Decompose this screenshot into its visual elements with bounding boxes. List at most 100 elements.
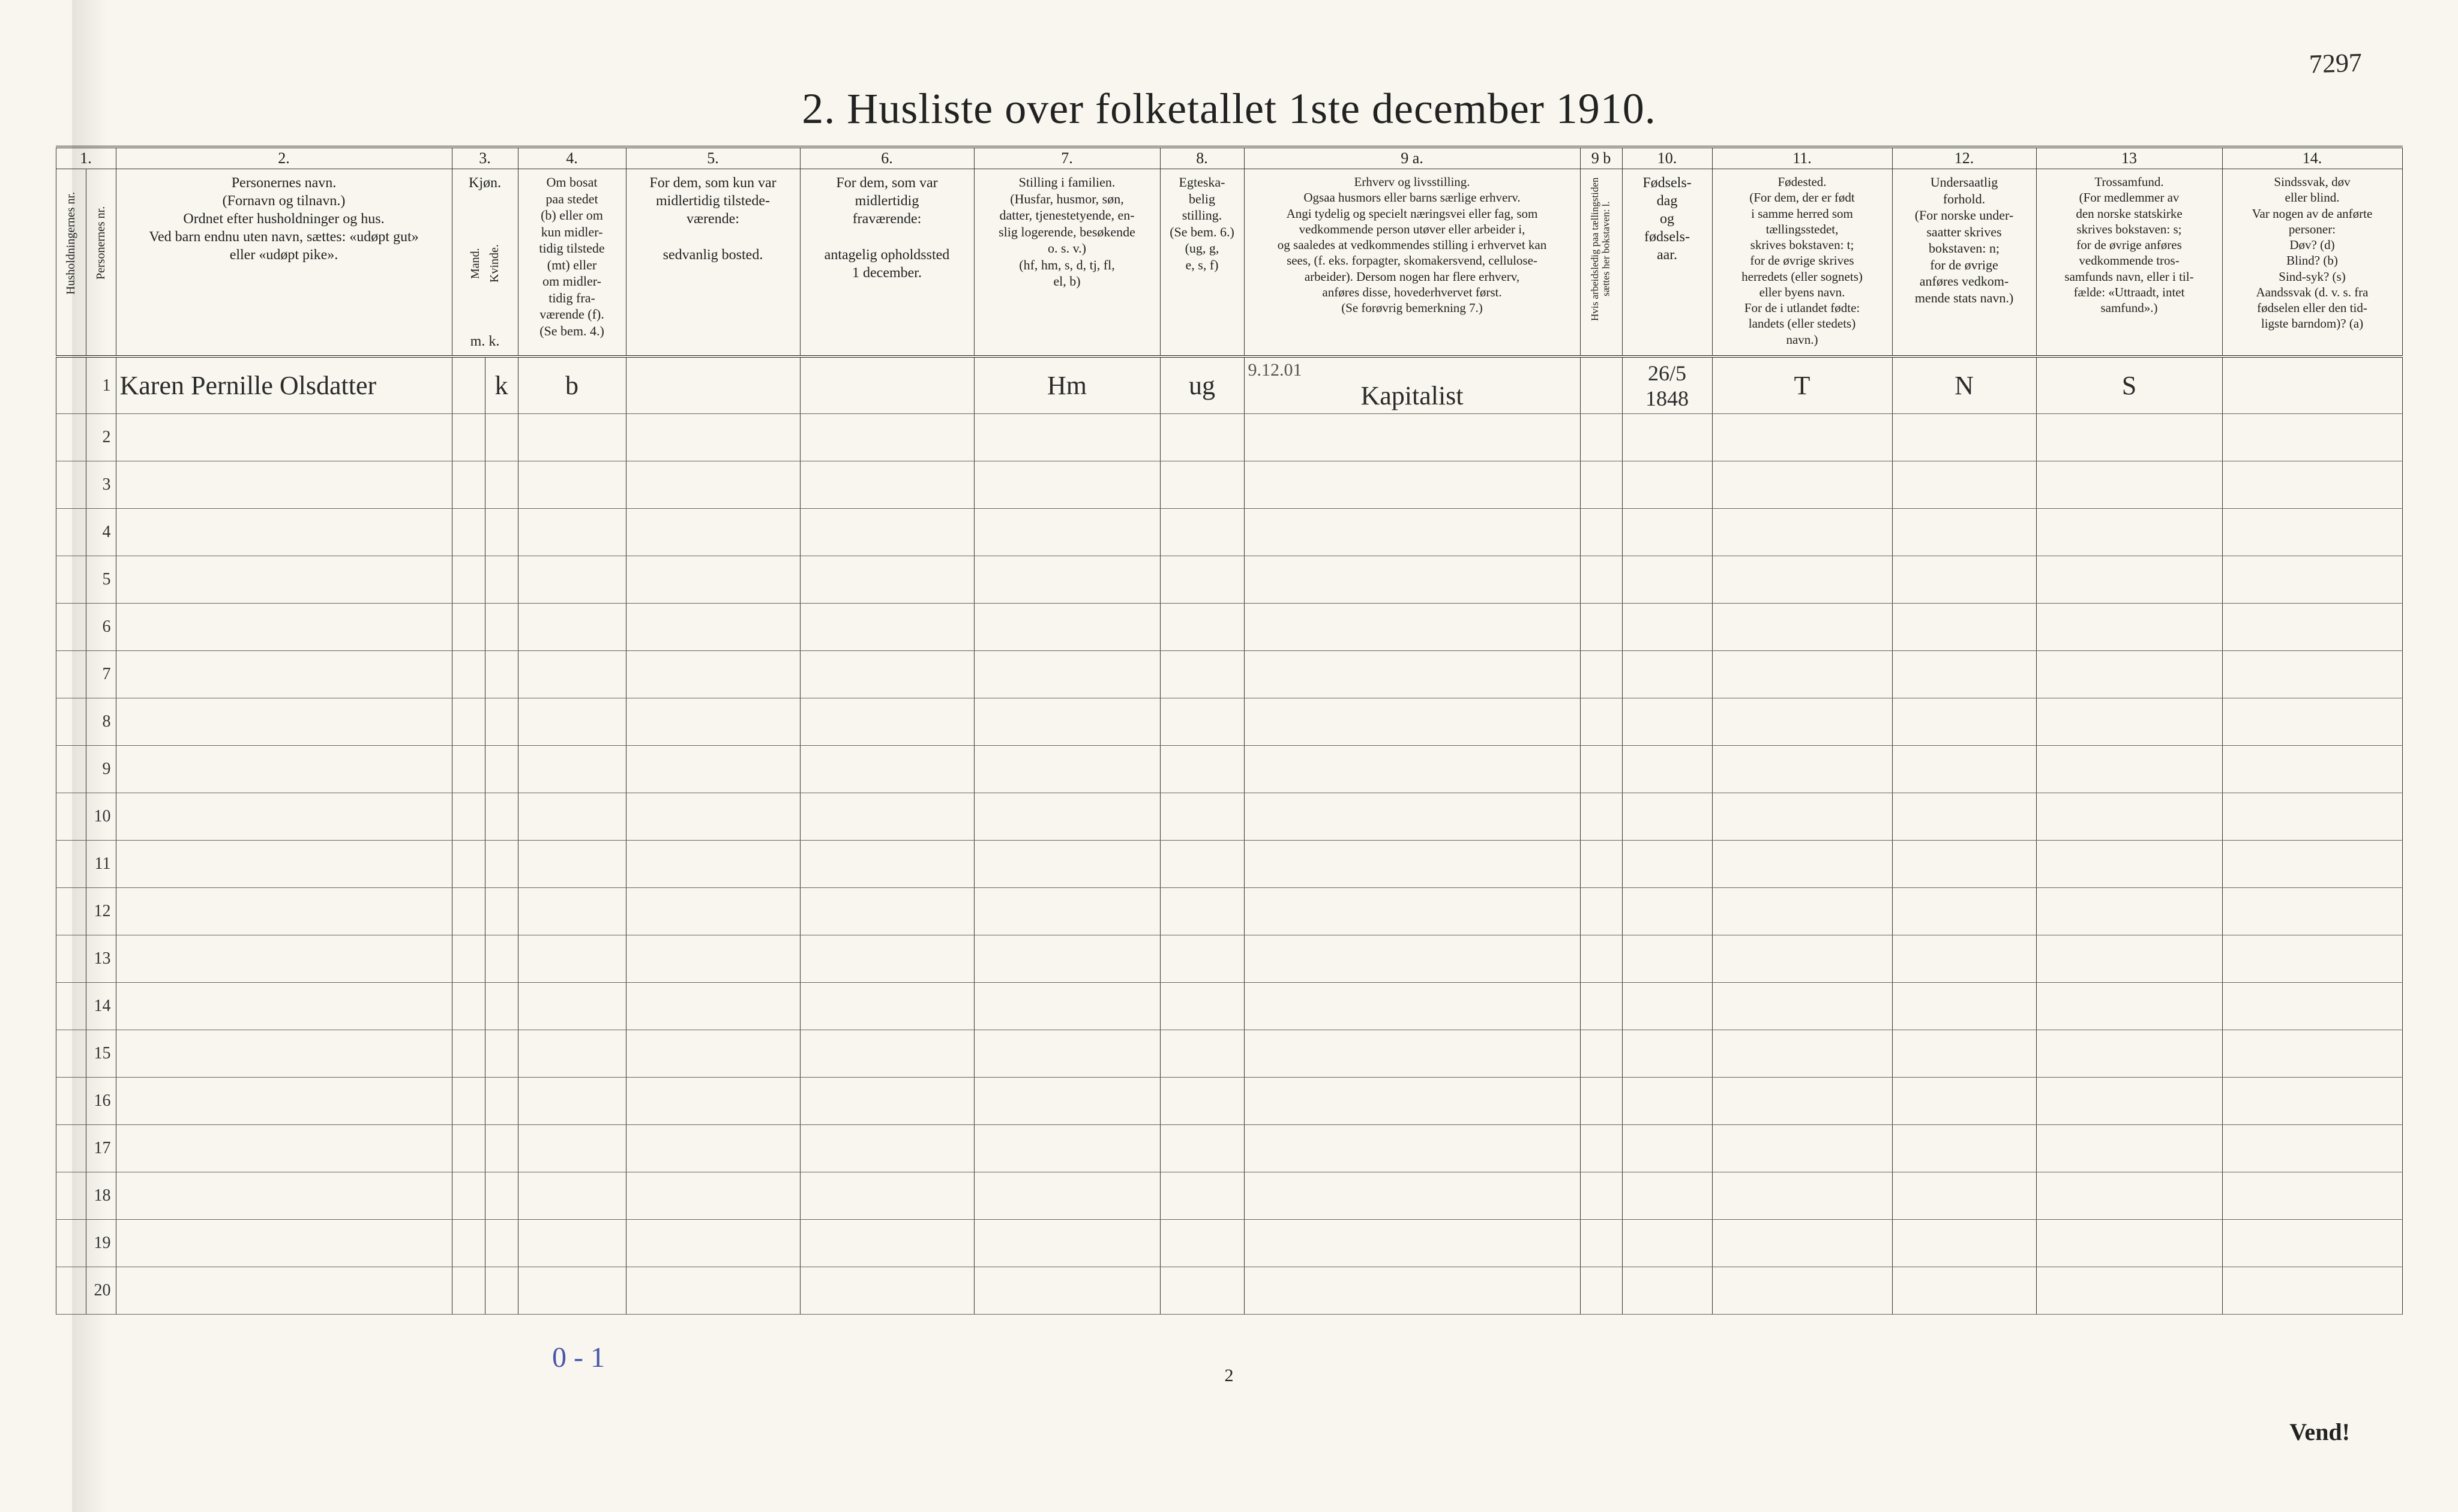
cell [452, 1030, 485, 1078]
page-title: 2. Husliste over folketallet 1ste decemb… [48, 84, 2410, 134]
cell [1892, 556, 2036, 604]
cell [518, 793, 626, 841]
cell [2222, 556, 2402, 604]
cell [452, 1078, 485, 1125]
cell [626, 793, 800, 841]
cell [1244, 509, 1580, 556]
header-9b: Hvis arbeidsledig paa tællingstiden sætt… [1580, 169, 1622, 357]
colnum-6: 6. [800, 147, 974, 169]
cell [2036, 698, 2222, 746]
cell [116, 1078, 452, 1125]
cell [1160, 935, 1244, 983]
cell [1580, 841, 1622, 888]
table-row: 3 [56, 461, 2402, 509]
cell [800, 651, 974, 698]
cell [800, 746, 974, 793]
cell [518, 841, 626, 888]
cell [2036, 1172, 2222, 1220]
cell [1160, 1030, 1244, 1078]
cell [2222, 356, 2402, 414]
cell [1580, 1125, 1622, 1172]
table-row: 9 [56, 746, 2402, 793]
cell: 15 [86, 1030, 116, 1078]
cell [2036, 746, 2222, 793]
cell [2036, 1125, 2222, 1172]
cell [974, 1172, 1160, 1220]
table-row: 5 [56, 556, 2402, 604]
cell [1244, 983, 1580, 1030]
cell [485, 1030, 518, 1078]
cell [2222, 1220, 2402, 1267]
cell [2222, 414, 2402, 461]
cell [1160, 1172, 1244, 1220]
cell [1160, 651, 1244, 698]
cell [116, 1125, 452, 1172]
cell [626, 414, 800, 461]
cell [452, 604, 485, 651]
colnum-5: 5. [626, 147, 800, 169]
column-header-row: Husholdningernes nr. Personernes nr. Per… [56, 169, 2402, 357]
cell [2222, 698, 2402, 746]
header-1a: Husholdningernes nr. [56, 169, 86, 357]
cell [485, 841, 518, 888]
cell [974, 509, 1160, 556]
cell [1160, 556, 1244, 604]
cell [1580, 356, 1622, 414]
cell [452, 509, 485, 556]
cell: 12 [86, 888, 116, 935]
cell: 3 [86, 461, 116, 509]
cell [1712, 556, 1892, 604]
cell [485, 1172, 518, 1220]
cell: 8 [86, 698, 116, 746]
cell [2222, 461, 2402, 509]
cell [1580, 1220, 1622, 1267]
cell [1580, 1172, 1622, 1220]
cell: 6 [86, 604, 116, 651]
cell [56, 1125, 86, 1172]
cell [1244, 604, 1580, 651]
cell [626, 1078, 800, 1125]
cell [1244, 841, 1580, 888]
cell [800, 556, 974, 604]
cell [800, 698, 974, 746]
cell [1580, 935, 1622, 983]
cell [2036, 935, 2222, 983]
cell [2222, 983, 2402, 1030]
cell [1892, 1220, 2036, 1267]
cell [116, 698, 452, 746]
cell [1892, 604, 2036, 651]
cell [1622, 1220, 1712, 1267]
cell [1244, 1078, 1580, 1125]
cell [2222, 651, 2402, 698]
table-row: 13 [56, 935, 2402, 983]
header-4: Om bosat paa stedet (b) eller om kun mid… [518, 169, 626, 357]
cell [2036, 1267, 2222, 1315]
cell [452, 556, 485, 604]
table-row: 4 [56, 509, 2402, 556]
cell [56, 1220, 86, 1267]
cell [626, 356, 800, 414]
colnum-2: 2. [116, 147, 452, 169]
cell [2222, 841, 2402, 888]
cell [626, 746, 800, 793]
cell [1160, 793, 1244, 841]
cell [56, 698, 86, 746]
cell [56, 1030, 86, 1078]
cell [1892, 983, 2036, 1030]
cell [1622, 746, 1712, 793]
cell [2036, 509, 2222, 556]
table-row: 19 [56, 1220, 2402, 1267]
cell: 2 [86, 414, 116, 461]
cell [1622, 793, 1712, 841]
cell [626, 1030, 800, 1078]
cell [1712, 888, 1892, 935]
header-14: Sindssvak, døv eller blind. Var nogen av… [2222, 169, 2402, 357]
printed-page-number: 2 [1225, 1366, 1234, 1386]
cell [1712, 651, 1892, 698]
cell [1712, 746, 1892, 793]
cell [485, 746, 518, 793]
cell [1892, 888, 2036, 935]
cell [56, 509, 86, 556]
cell [116, 841, 452, 888]
cell [2036, 604, 2222, 651]
